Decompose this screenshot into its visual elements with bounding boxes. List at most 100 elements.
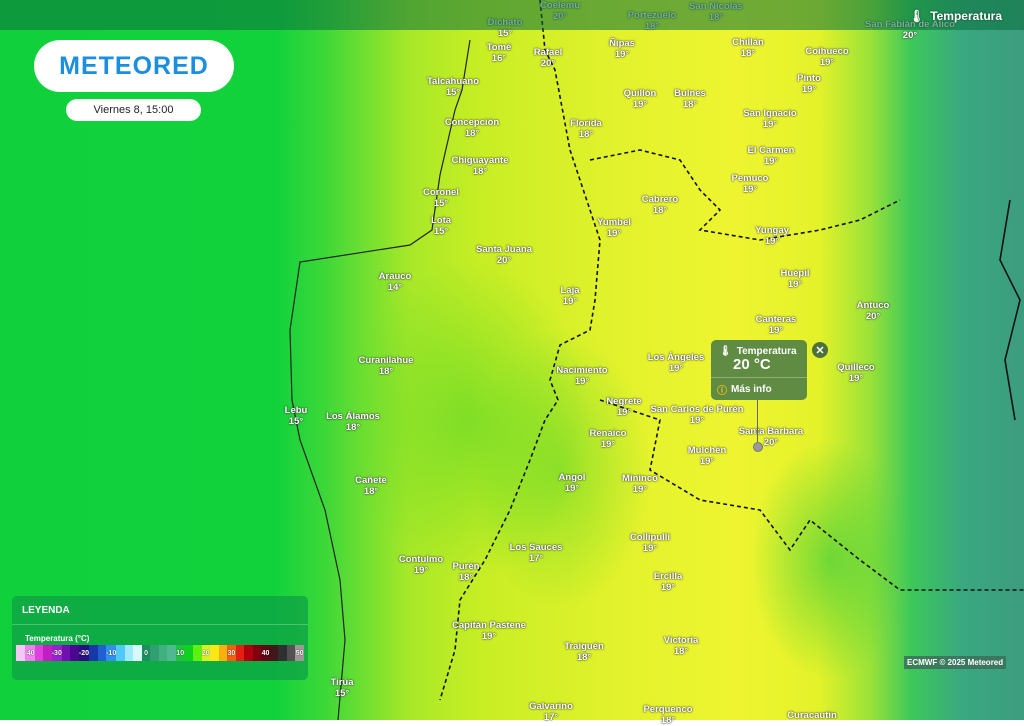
city-label[interactable]: Canteras 19° — [756, 314, 797, 336]
city-label[interactable]: Tirúa 15° — [330, 677, 353, 699]
more-info-link[interactable]: ⓘ Más info — [711, 377, 807, 397]
city-label[interactable]: Cabrero 18° — [642, 194, 678, 216]
info-icon: ⓘ — [717, 386, 727, 397]
city-name: Santa Bárbara — [738, 426, 804, 437]
city-label[interactable]: Lota 15° — [431, 215, 451, 237]
location-pin[interactable] — [753, 442, 763, 452]
city-label[interactable]: Arauco 14° — [379, 271, 412, 293]
pin-line — [757, 400, 758, 446]
city-temp: 19° — [632, 99, 648, 110]
city-temp: 19° — [606, 228, 622, 239]
city-temp: 18° — [378, 366, 394, 377]
city-name: Purén — [452, 561, 480, 572]
city-label[interactable]: Santa Bárbara 20° — [739, 426, 803, 448]
city-label[interactable]: San Ignacio 19° — [743, 108, 796, 130]
city-label[interactable]: Mulchén 19° — [688, 445, 727, 467]
city-label[interactable]: Quillón 19° — [624, 88, 657, 110]
city-label[interactable]: Angol 19° — [559, 472, 586, 494]
city-label[interactable]: Chiguayante 18° — [451, 155, 508, 177]
city-label[interactable]: Florida 18° — [570, 118, 602, 140]
city-label[interactable]: Perquenco 18° — [643, 704, 692, 726]
city-label[interactable]: Cañete 18° — [355, 475, 387, 497]
city-name: Los Álamos — [326, 411, 380, 422]
city-temp: 18° — [682, 99, 698, 110]
city-label[interactable]: Laja 19° — [560, 285, 579, 307]
city-label[interactable]: Pinto 19° — [797, 73, 821, 95]
city-label[interactable]: Collipulli 19° — [630, 532, 670, 554]
legend-subtitle: Temperatura (°C) — [25, 634, 90, 643]
city-temp: 16° — [491, 53, 507, 64]
city-label[interactable]: Coihueco 19° — [805, 46, 848, 68]
city-label[interactable]: Tomé 16° — [487, 42, 512, 64]
city-name: Lota — [430, 215, 452, 226]
scale-swatch: -40 — [24, 645, 35, 661]
city-temp: 20° — [902, 30, 918, 41]
legend-title[interactable]: LEYENDA — [12, 596, 308, 625]
city-temp: 19° — [642, 543, 658, 554]
city-label[interactable]: San Carlos de Purén 19° — [651, 404, 744, 426]
city-label[interactable]: Antuco 20° — [857, 300, 890, 322]
city-label[interactable]: Negrete 19° — [606, 396, 641, 418]
city-temp: 18° — [464, 128, 480, 139]
city-name: El Carmen — [747, 145, 795, 156]
city-label[interactable]: Concepción 18° — [445, 117, 499, 139]
city-temp: 19° — [801, 84, 817, 95]
city-label[interactable]: Capitán Pastene 19° — [452, 620, 526, 642]
city-name: Concepción — [444, 117, 500, 128]
scale-swatch — [150, 645, 159, 661]
city-name: Curacautín — [787, 710, 837, 721]
city-label[interactable]: Chillán 18° — [732, 37, 764, 59]
legend-panel: LEYENDA Temperatura (°C) -40 -30 -20 -10 0 10… — [12, 596, 308, 680]
city-label[interactable]: Talcahuano 15° — [427, 76, 479, 98]
city-label[interactable]: Pemuco 19° — [732, 173, 769, 195]
city-label[interactable]: Yumbel 19° — [597, 217, 631, 239]
layer-selector[interactable]: 🌡 Temperatura — [909, 9, 1002, 23]
city-label[interactable]: El Carmen 19° — [748, 145, 795, 167]
city-temp: 15° — [433, 198, 449, 209]
city-label[interactable]: Yungay 19° — [755, 225, 789, 247]
city-label[interactable]: Los Sauces 17° — [510, 542, 563, 564]
city-temp: 19° — [787, 279, 803, 290]
city-temp: 18° — [660, 715, 676, 726]
city-label[interactable]: Renaico 19° — [590, 428, 627, 450]
city-label[interactable]: Rafael 20° — [534, 47, 563, 69]
city-label[interactable]: Nacimiento 19° — [556, 365, 607, 387]
scale-swatch — [269, 645, 279, 661]
city-name: San Carlos de Purén — [650, 404, 744, 415]
city-temp: 20° — [763, 437, 779, 448]
city-label[interactable]: Contulmo 19° — [399, 554, 443, 576]
city-name: Negrete — [606, 396, 642, 407]
city-temp: 19° — [742, 184, 758, 195]
city-label[interactable]: Ñipas 19° — [609, 38, 635, 60]
city-label[interactable]: Purén 18° — [453, 561, 480, 583]
city-label[interactable]: Los Álamos 18° — [326, 411, 380, 433]
city-temp: 19° — [660, 582, 676, 593]
city-label[interactable]: Santa Juana 20° — [476, 244, 532, 266]
city-label[interactable]: Curacautín — [787, 710, 837, 721]
city-temp: 19° — [689, 415, 705, 426]
close-icon[interactable]: ✕ — [812, 342, 828, 358]
meteored-logo[interactable]: METEORED — [34, 40, 234, 92]
city-label[interactable]: Ercilla 19° — [654, 571, 683, 593]
city-label[interactable]: Quilleco 19° — [837, 362, 874, 384]
city-label[interactable]: Curanilahue 18° — [359, 355, 414, 377]
forecast-datetime[interactable]: Viernes 8, 15:00 — [66, 99, 201, 121]
city-name: Curanilahue — [358, 355, 414, 366]
city-label[interactable]: Bulnes 18° — [674, 88, 706, 110]
city-name: Ercilla — [653, 571, 683, 582]
city-label[interactable]: Lebu 15° — [285, 405, 308, 427]
city-temp: 19° — [768, 325, 784, 336]
city-name: Arauco — [378, 271, 412, 282]
city-label[interactable]: Coronel 15° — [423, 187, 459, 209]
city-label[interactable]: Mininco 19° — [622, 473, 658, 495]
city-temp: 17° — [543, 712, 559, 723]
city-temp: 18° — [652, 205, 668, 216]
city-temp: 19° — [600, 439, 616, 450]
city-label[interactable]: Traiguén 18° — [564, 641, 604, 663]
city-label[interactable]: Los Ángeles 19° — [648, 352, 705, 374]
city-label[interactable]: Victoria 18° — [664, 635, 699, 657]
city-label[interactable]: Galvarino 17° — [529, 701, 573, 723]
city-label[interactable]: Huépil 19° — [780, 268, 809, 290]
city-name: Galvarino — [529, 701, 573, 712]
